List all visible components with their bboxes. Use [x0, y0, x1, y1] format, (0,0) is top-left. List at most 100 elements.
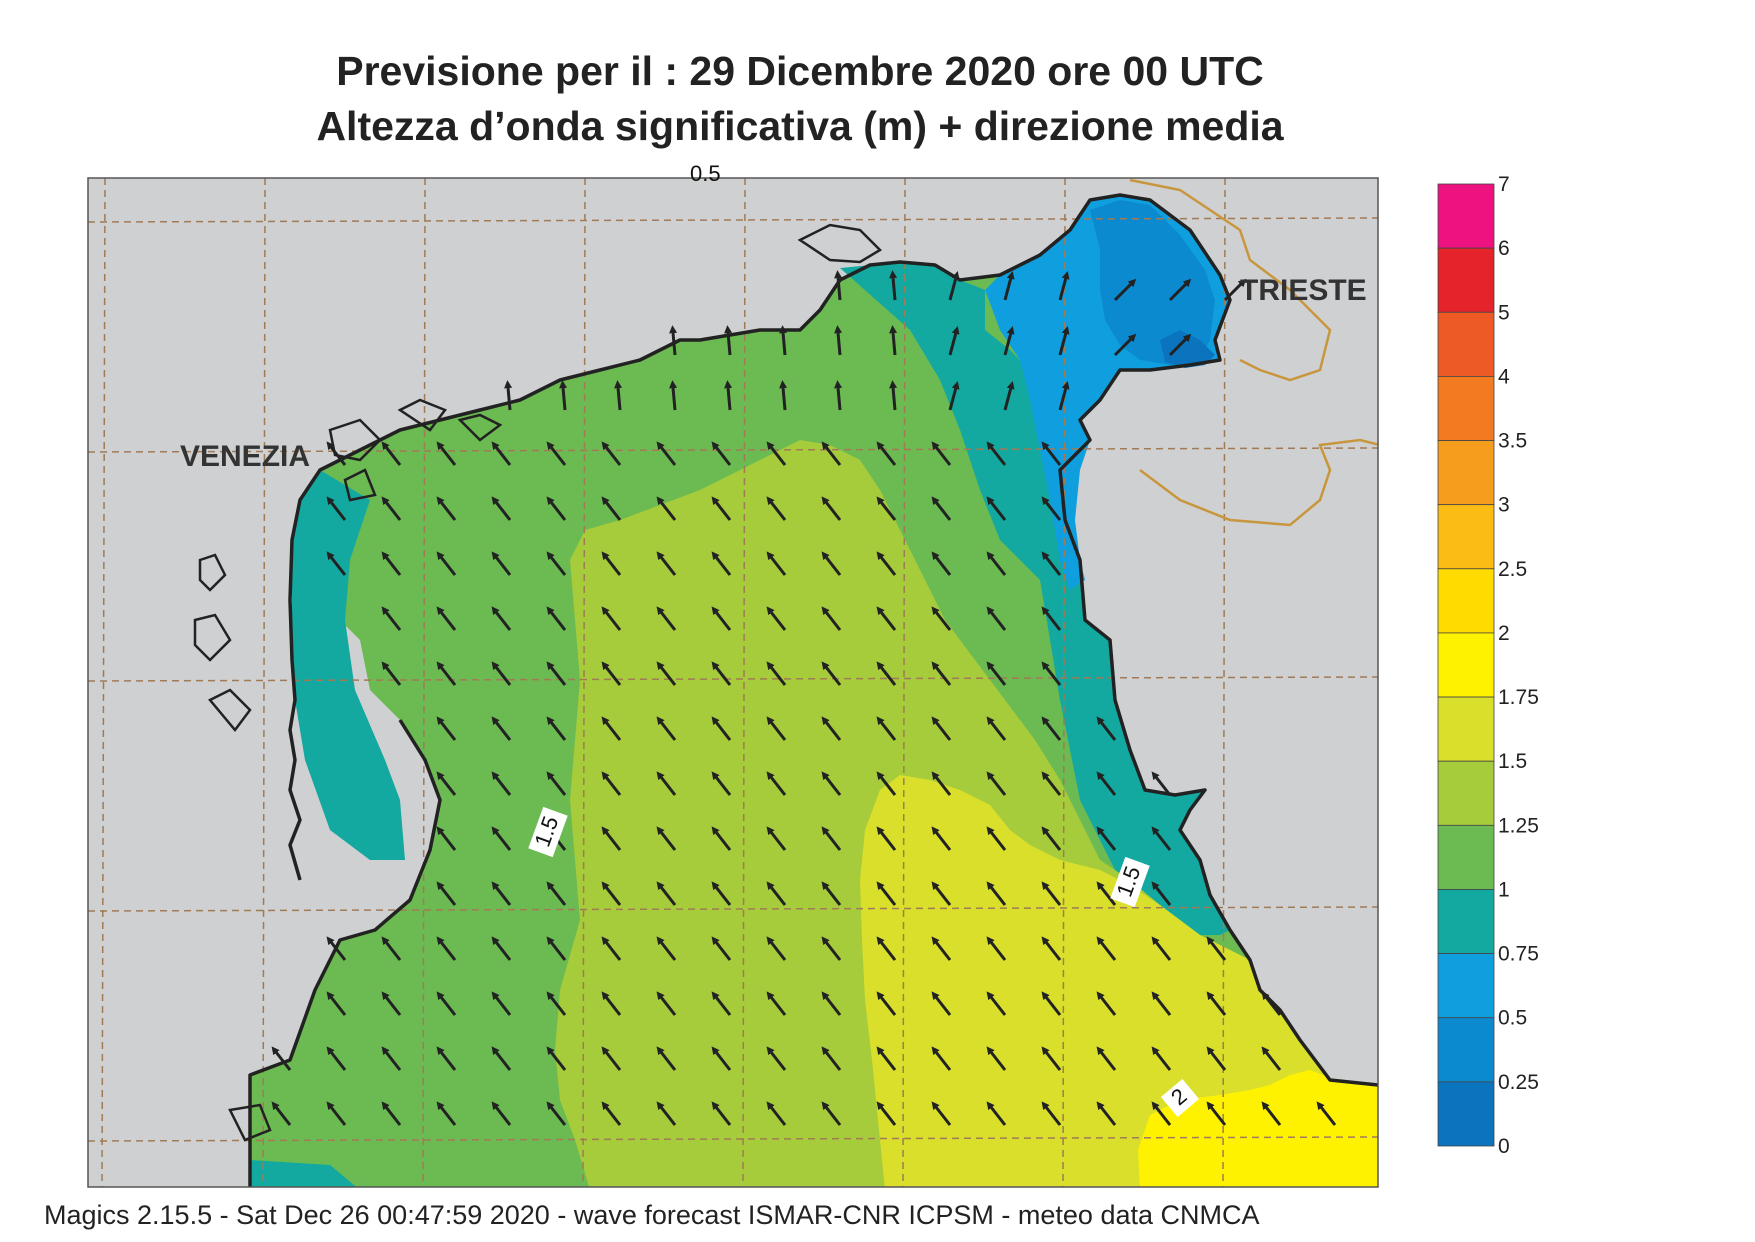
wave-direction-arrow: [711, 496, 732, 521]
wave-direction-arrow: [1058, 271, 1070, 301]
wave-direction-arrow: [546, 716, 567, 741]
wave-direction-arrow: [601, 551, 622, 576]
graticule: [88, 178, 1378, 1187]
wave-direction-arrow: [546, 771, 567, 796]
wave-direction-arrow: [1096, 936, 1117, 961]
legend-label: 4: [1498, 365, 1510, 388]
wave-direction-arrow: [1041, 496, 1062, 521]
wave-direction-arrow: [876, 661, 897, 686]
wave-direction-arrow: [491, 936, 512, 961]
wave-direction-arrow: [546, 991, 567, 1016]
wave-direction-arrow: [986, 496, 1007, 521]
wave-direction-arrow: [656, 551, 677, 576]
wave-direction-arrow: [1041, 936, 1062, 961]
wave-direction-arrow: [724, 380, 733, 411]
wave-direction-arrow: [711, 661, 732, 686]
contour-label-3: 2: [1160, 1079, 1200, 1117]
legend-swatch: [1437, 504, 1495, 570]
wave-direction-arrow: [1151, 936, 1172, 961]
wave-direction-arrow: [546, 606, 567, 631]
wave-direction-arrow: [1041, 551, 1062, 576]
legend-label: 3: [1498, 494, 1510, 517]
wave-direction-arrow: [1058, 326, 1070, 356]
wave-direction-arrow: [491, 661, 512, 686]
wave-direction-arrow: [821, 716, 842, 741]
wave-direction-arrow: [766, 1101, 787, 1126]
wave-direction-arrow: [436, 606, 457, 631]
wave-direction-arrow: [546, 1101, 567, 1126]
wave-direction-arrow: [491, 991, 512, 1016]
legend-label: 1.5: [1498, 750, 1527, 773]
wave-direction-arrow: [436, 1046, 457, 1071]
wave-direction-arrow: [931, 991, 952, 1016]
wave-direction-arrow: [381, 936, 402, 961]
wave-direction-arrow: [889, 270, 898, 301]
wave-direction-arrow: [931, 661, 952, 686]
wave-direction-arrow: [1058, 381, 1070, 411]
wave-direction-arrow: [766, 441, 787, 466]
wave-direction-arrow: [491, 606, 512, 631]
wave-direction-arrow: [821, 1046, 842, 1071]
wave-direction-arrow: [1261, 1101, 1282, 1126]
legend-label: 0.25: [1498, 1071, 1539, 1094]
wave-direction-arrow: [876, 716, 897, 741]
legend-swatch: [1437, 632, 1495, 698]
legend-label: 7: [1498, 173, 1510, 196]
wave-direction-arrow: [834, 325, 843, 356]
wave-direction-arrow: [656, 1101, 677, 1126]
wave-direction-arrow: [381, 496, 402, 521]
wave-direction-arrow: [504, 380, 513, 411]
wave-direction-arrow: [986, 661, 1007, 686]
wave-direction-arrow: [546, 936, 567, 961]
wave-direction-arrow: [436, 826, 457, 851]
wave-direction-arrow: [821, 771, 842, 796]
wave-direction-arrow: [821, 881, 842, 906]
wave-direction-arrow: [601, 936, 622, 961]
wave-direction-arrow: [711, 606, 732, 631]
wave-direction-arrow: [766, 881, 787, 906]
wave-direction-arrow: [1041, 606, 1062, 631]
wave-direction-arrow: [821, 936, 842, 961]
legend-label: 0.5: [1498, 1007, 1527, 1030]
wave-direction-arrow: [546, 551, 567, 576]
wave-direction-arrow: [766, 991, 787, 1016]
wave-direction-arrow: [766, 551, 787, 576]
wave-direction-arrow: [656, 716, 677, 741]
wave-direction-arrow: [1261, 1046, 1282, 1071]
wave-direction-arrow: [766, 771, 787, 796]
wave-direction-arrow: [779, 380, 788, 411]
legend-swatch: [1437, 953, 1495, 1019]
wave-direction-arrow: [491, 551, 512, 576]
wave-direction-arrow: [711, 826, 732, 851]
wave-direction-arrow: [491, 1046, 512, 1071]
wave-direction-arrow: [381, 991, 402, 1016]
wave-direction-arrow: [1003, 271, 1015, 301]
wave-direction-arrow: [876, 771, 897, 796]
wave-direction-arrow: [711, 881, 732, 906]
legend-swatch: [1437, 375, 1495, 441]
wave-direction-arrow: [546, 1046, 567, 1071]
wave-direction-arrow: [271, 1046, 292, 1071]
wave-direction-arrow: [326, 1046, 347, 1071]
wave-direction-arrow: [656, 661, 677, 686]
wave-direction-arrow: [271, 1101, 292, 1126]
border-line: [1129, 178, 1378, 527]
wave-direction-arrow: [1151, 1101, 1172, 1126]
contour-label-4: 0.5: [690, 161, 721, 186]
wave-direction-arrow: [876, 1046, 897, 1071]
city-label-trieste: TRIESTE: [1240, 274, 1367, 307]
wave-direction-arrow: [436, 991, 457, 1016]
wave-direction-arrow: [381, 1046, 402, 1071]
wave-direction-arrow: [436, 936, 457, 961]
wave-direction-arrow: [711, 716, 732, 741]
wave-direction-arrow: [931, 771, 952, 796]
wave-direction-arrows: [271, 270, 1337, 1126]
wave-direction-arrow: [931, 1101, 952, 1126]
wave-direction-arrow: [1096, 771, 1117, 796]
wave-direction-arrow: [656, 441, 677, 466]
wave-direction-arrow: [381, 606, 402, 631]
legend-label: 1: [1498, 878, 1510, 901]
wave-direction-arrow: [931, 496, 952, 521]
wave-direction-arrow: [1151, 881, 1172, 906]
